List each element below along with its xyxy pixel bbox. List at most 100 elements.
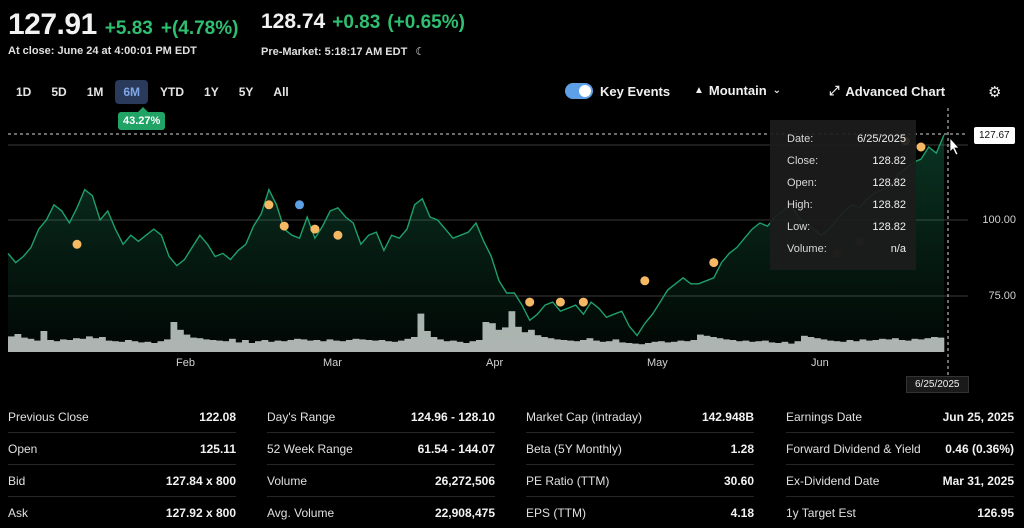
- advanced-chart-button[interactable]: ⤢ Advanced Chart: [829, 83, 945, 99]
- moon-icon: ☾: [415, 46, 426, 58]
- stats-column-2: Day's Range 124.96 - 128.10 52 Week Range…: [267, 401, 495, 528]
- stat-value: 1.28: [730, 441, 754, 456]
- stat-row: PE Ratio (TTM) 30.60: [526, 465, 754, 497]
- stat-label: EPS (TTM): [526, 505, 586, 520]
- gear-icon: ⚙: [988, 84, 1002, 101]
- performance-badge: 43.27%: [118, 107, 166, 130]
- event-marker[interactable]: [640, 276, 650, 286]
- stat-label: Volume: [267, 473, 308, 488]
- tooltip-value: 128.82: [872, 155, 906, 167]
- stat-label: Open: [8, 441, 38, 456]
- stat-row: Volume 26,272,506: [267, 465, 495, 497]
- event-marker-blue[interactable]: [295, 200, 304, 210]
- stats-column-3: Market Cap (intraday) 142.948B Beta (5Y M…: [526, 401, 754, 528]
- stat-value: 124.96 - 128.10: [410, 409, 495, 424]
- stat-row: Earnings Date Jun 25, 2025: [786, 401, 1014, 433]
- stat-value: Jun 25, 2025: [942, 409, 1014, 424]
- tab-5d[interactable]: 5D: [51, 85, 67, 99]
- stat-row: Bid 127.84 x 800: [8, 465, 236, 497]
- tooltip-label: Low:: [787, 221, 811, 233]
- stat-label: 1y Target Est: [786, 505, 856, 520]
- event-marker[interactable]: [310, 224, 320, 234]
- tooltip-row: Volume: n/a: [787, 238, 906, 260]
- event-marker[interactable]: [279, 221, 289, 231]
- stat-label: Avg. Volume: [267, 505, 335, 520]
- crosshair-price-tag: 127.67: [974, 127, 1015, 144]
- stat-row: Forward Dividend & Yield 0.46 (0.36%): [786, 433, 1014, 465]
- stat-row: Open 125.11: [8, 433, 236, 465]
- stat-value: Mar 31, 2025: [942, 473, 1014, 488]
- stat-value: 127.92 x 800: [165, 505, 236, 520]
- y-tick-label: 100.00: [982, 214, 1016, 226]
- event-marker[interactable]: [264, 200, 274, 210]
- tab-1d[interactable]: 1D: [16, 85, 32, 99]
- close-timestamp: At close: June 24 at 4:00:01 PM EDT: [8, 45, 197, 57]
- stat-label: Bid: [8, 473, 26, 488]
- toggle-switch[interactable]: [565, 83, 593, 99]
- chart-type-dropdown[interactable]: ▲ Mountain ⌄: [694, 83, 781, 98]
- stat-row: 52 Week Range 61.54 - 144.07: [267, 433, 495, 465]
- stat-label: Earnings Date: [786, 409, 863, 424]
- stat-label: Day's Range: [267, 409, 336, 424]
- x-tick-label: Apr: [486, 357, 504, 369]
- stats-column-1: Previous Close 122.08 Open 125.11 Bid 127.8…: [8, 401, 236, 528]
- crosshair-date-tag: 6/25/2025: [906, 376, 969, 393]
- stat-value: 4.18: [730, 505, 754, 520]
- event-marker[interactable]: [72, 239, 82, 249]
- stats-column-4: Earnings Date Jun 25, 2025 Forward Divide…: [786, 401, 1014, 528]
- event-marker[interactable]: [709, 258, 719, 268]
- tab-1m[interactable]: 1M: [86, 85, 104, 99]
- mountain-icon: ▲: [694, 85, 704, 96]
- stat-value: 26,272,506: [434, 473, 495, 488]
- stat-value: 61.54 - 144.07: [417, 441, 495, 456]
- stat-value: 122.08: [199, 409, 236, 424]
- tab-all[interactable]: All: [273, 85, 289, 99]
- stat-value: 125.11: [199, 441, 236, 456]
- tooltip-label: Date:: [787, 133, 814, 145]
- chart-type-label: Mountain: [708, 83, 767, 98]
- event-marker[interactable]: [555, 297, 565, 307]
- tooltip-label: Volume:: [787, 243, 827, 255]
- premarket-timestamp-row: Pre-Market: 5:18:17 AM EDT ☾: [261, 45, 425, 58]
- event-marker[interactable]: [525, 297, 535, 307]
- stat-row: Ask 127.92 x 800: [8, 497, 236, 528]
- stat-value: 22,908,475: [434, 505, 495, 520]
- stat-label: Previous Close: [8, 409, 89, 424]
- stat-label: Market Cap (intraday): [526, 409, 643, 424]
- stat-value: 0.46 (0.36%): [945, 441, 1014, 456]
- x-tick-label: Feb: [176, 357, 195, 369]
- tooltip-row: High: 128.82: [787, 194, 906, 216]
- settings-button[interactable]: ⚙: [988, 83, 1001, 101]
- tooltip-value: 128.82: [872, 177, 906, 189]
- stat-label: Beta (5Y Monthly): [526, 441, 622, 456]
- tab-ytd[interactable]: YTD: [160, 85, 185, 99]
- tab-1y[interactable]: 1Y: [204, 85, 219, 99]
- tab-5y[interactable]: 5Y: [238, 85, 254, 99]
- premarket-timestamp: Pre-Market: 5:18:17 AM EDT: [261, 46, 408, 58]
- tab-6m[interactable]: 6M: [115, 80, 149, 104]
- stat-label: Ask: [8, 505, 29, 520]
- event-marker[interactable]: [578, 297, 588, 307]
- event-marker[interactable]: [916, 142, 926, 152]
- event-marker[interactable]: [333, 230, 343, 240]
- premarket-change: +0.83: [332, 12, 381, 33]
- price-change-percent: +(4.78%): [160, 18, 239, 39]
- tooltip-value: 128.82: [872, 221, 906, 233]
- price-change: +5.83: [104, 18, 153, 39]
- tooltip-row: Low: 128.82: [787, 216, 906, 238]
- chart-tooltip: Date: 6/25/2025 Close: 128.82 Open: 128.82 …: [770, 120, 916, 270]
- x-tick-label: Mar: [323, 357, 342, 369]
- tooltip-row: Open: 128.82: [787, 172, 906, 194]
- tooltip-value: 6/25/2025: [857, 133, 906, 145]
- stat-row: 1y Target Est 126.95: [786, 497, 1014, 528]
- premarket-price: 128.74: [261, 10, 326, 33]
- stat-row: Ex-Dividend Date Mar 31, 2025: [786, 465, 1014, 497]
- tooltip-value: n/a: [890, 243, 906, 255]
- tooltip-label: Open:: [787, 177, 817, 189]
- stat-label: 52 Week Range: [267, 441, 353, 456]
- stat-label: Ex-Dividend Date: [786, 473, 880, 488]
- key-events-toggle[interactable]: Key Events: [565, 83, 670, 99]
- tooltip-label: Close:: [787, 155, 819, 167]
- stat-row: Previous Close 122.08: [8, 401, 236, 433]
- stat-value: 127.84 x 800: [165, 473, 236, 488]
